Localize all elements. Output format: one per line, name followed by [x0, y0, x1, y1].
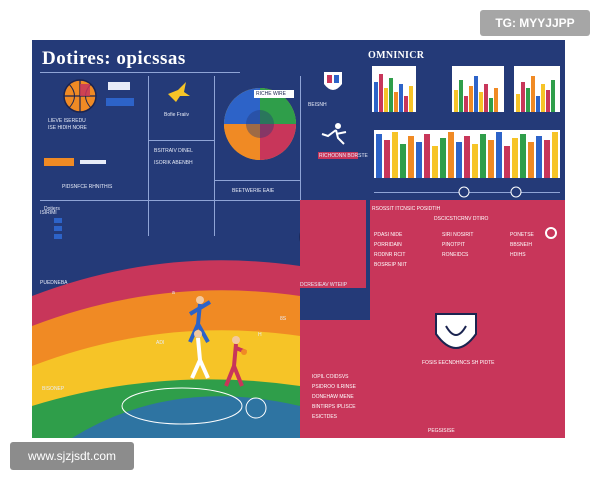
bar-chart-small-2	[452, 66, 504, 112]
text-line	[80, 160, 106, 164]
divider	[40, 200, 300, 201]
circle-marker-icon	[510, 186, 522, 198]
circle-marker-icon	[458, 186, 470, 198]
badge-mid-text: RICHODNN BORSTE	[319, 153, 368, 159]
legend-swatch	[54, 226, 62, 231]
bottom-caption: FOSIS EECNDHNCS SH PIDTE	[422, 360, 495, 366]
stats-row: HDIHS	[510, 252, 526, 258]
eagle-icon	[168, 82, 190, 102]
chart-tag-text: RICHE WIRE	[256, 91, 286, 97]
divider	[214, 76, 215, 236]
left-note-2: ISE HIDIH NORE	[48, 125, 87, 131]
basketball-icon	[63, 79, 97, 113]
left-heading: Dotiers	[44, 206, 60, 212]
watermark-tag: TG: MYYJJPP	[480, 10, 590, 36]
stats-row: ESICTDES	[312, 414, 338, 420]
players-illustration	[188, 296, 247, 387]
divider	[214, 180, 300, 181]
court-side-note: ISIRIMI	[40, 210, 57, 216]
court-mark-3: H	[258, 332, 262, 338]
divider	[148, 76, 149, 236]
stats-row: SIRI NOSIRIT	[442, 232, 474, 238]
panel-label: OMNINICR	[368, 50, 425, 61]
infographic-poster: Dotires: opicssas LIEVE ISEREDU ISE HIDI…	[32, 40, 565, 438]
stats-row: RONEIDCS	[442, 252, 469, 258]
stats-panel-bottom	[300, 320, 565, 438]
poster-title: Dotires: opicssas	[42, 48, 186, 69]
mid-label: Bofie Fraiiv	[164, 112, 190, 118]
logo-text-block	[108, 82, 130, 90]
court-side-note: BISONEP	[42, 386, 65, 392]
team-crest-icon	[324, 72, 342, 90]
stats-subheading: DSCICSTICRNV DTIRO	[434, 216, 489, 222]
title-rule	[40, 72, 240, 73]
stats-row: PONETSE	[510, 232, 534, 238]
badge-mid	[318, 152, 358, 159]
legend-swatch	[54, 234, 62, 239]
legend-swatch	[54, 218, 62, 223]
stats-row: RODNR RCIT	[374, 252, 406, 258]
stats-row: DONEHAW MENE	[312, 394, 354, 400]
stats-footer: PEGSISISE	[428, 428, 455, 434]
court-mark-1: a	[172, 290, 175, 296]
mid-note: ISORIK ABENBH	[154, 160, 193, 166]
mid-red-block	[300, 200, 366, 292]
stats-row: IOPIL COIDSVS	[312, 374, 349, 380]
orange-tag	[44, 158, 74, 166]
bar-chart-wide	[374, 130, 560, 178]
shield-icon	[435, 313, 477, 349]
court-label-1: DCRESIEAV WTEIIP	[300, 282, 348, 288]
court-side-note: PUEDNEBA	[40, 280, 68, 286]
left-small: PIDSNFCE RHNITHIS	[62, 184, 113, 190]
chart-note: BEETWERIE EAIE	[232, 188, 275, 194]
stats-row: PSIDROO ILRINSE	[312, 384, 356, 390]
watermark-site: www.sjzjsdt.com	[10, 442, 134, 470]
gear-icon	[545, 227, 557, 239]
stats-heading: RSOSSIT ITCNSIC POSIDTIH	[372, 206, 441, 212]
stats-row: BINTIRPS IPLISCE	[312, 404, 356, 410]
stats-row: BOSREIP NIIT	[374, 262, 407, 268]
crest-note: BEISNH	[308, 102, 327, 108]
divider	[148, 140, 214, 141]
chart-tag	[254, 90, 294, 98]
court-mark-4: ADI	[156, 340, 165, 346]
basketball-court	[32, 236, 300, 438]
mid-note: BSITRAIV DINEL	[154, 148, 193, 154]
stats-panel-top	[370, 200, 565, 320]
bar-chart-small-1	[372, 66, 416, 112]
player-silhouette-icon	[321, 123, 347, 145]
bar-chart-small-3	[514, 66, 560, 112]
stats-row: PINOTPIT	[442, 242, 466, 248]
stats-row: BBSNEIH	[510, 242, 532, 248]
left-note-1: LIEVE ISEREDU	[48, 118, 86, 124]
circular-sector-chart	[224, 88, 296, 160]
court-mark-2: 8S	[280, 316, 287, 322]
logo-bar	[106, 98, 134, 106]
stats-row: PORRIDAIN	[374, 242, 402, 248]
stats-row: PDASI NIDE	[374, 232, 403, 238]
